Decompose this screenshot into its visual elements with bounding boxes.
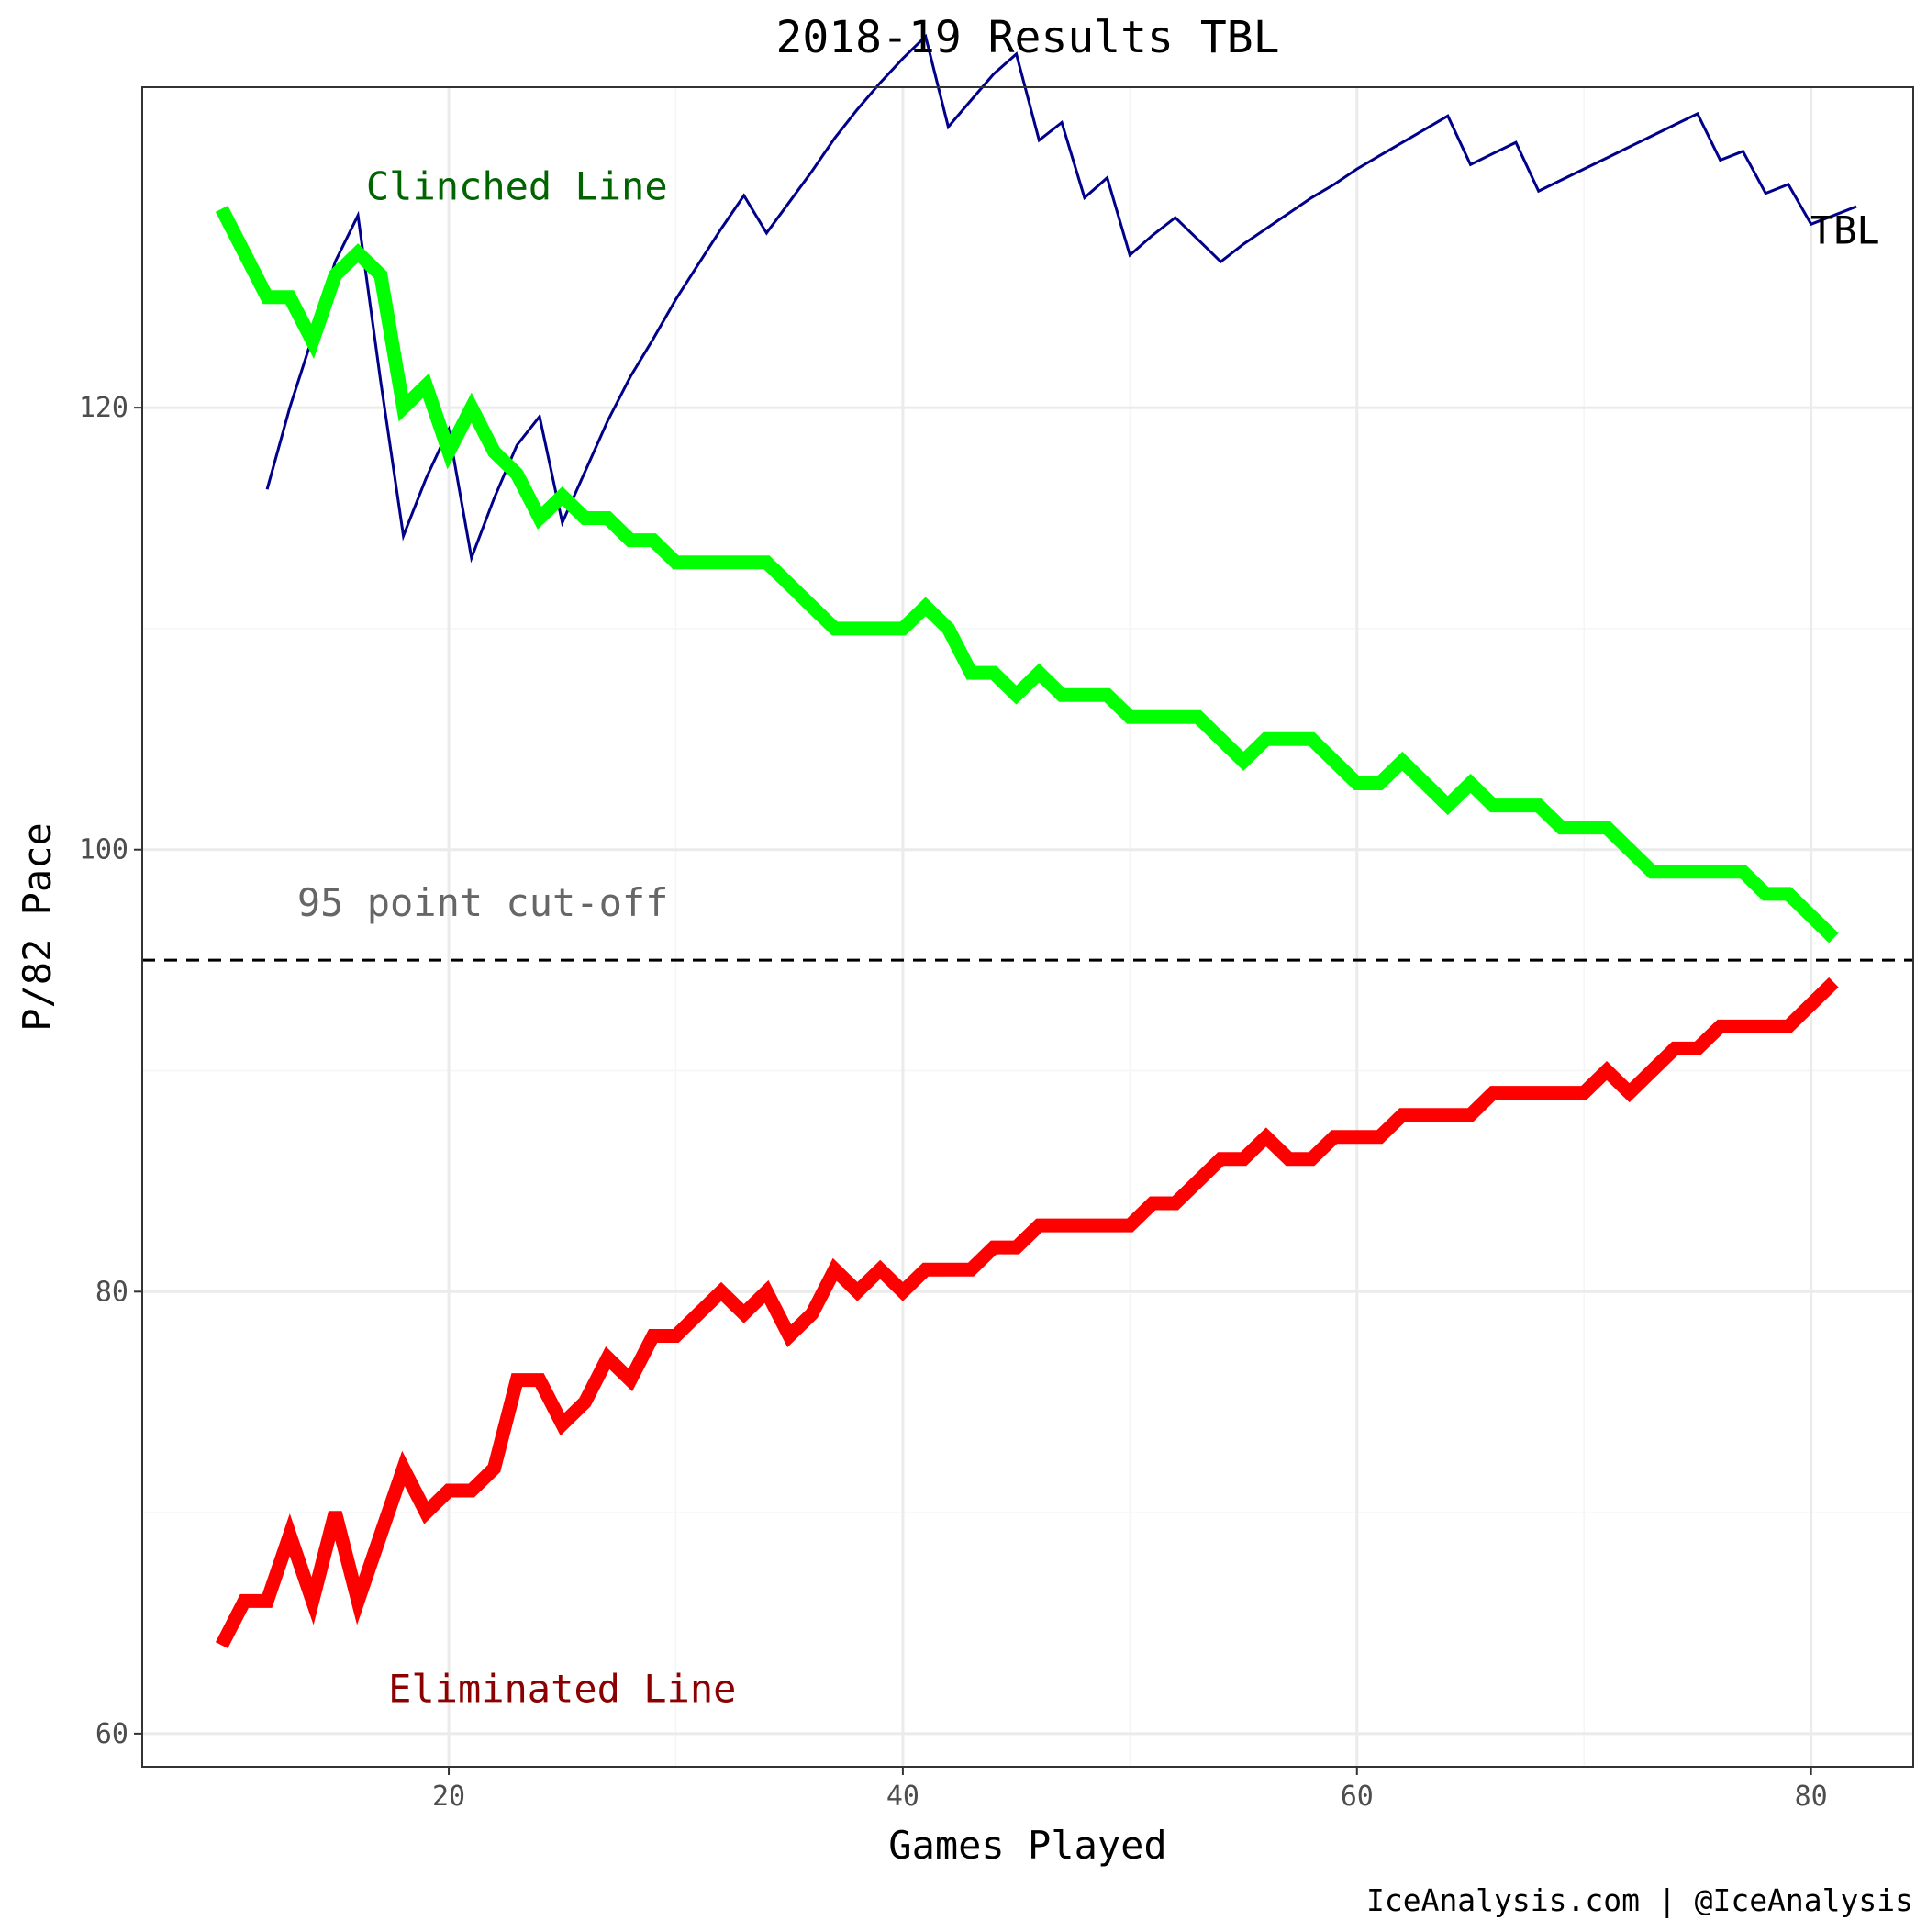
x-tick-label: 60	[1341, 1781, 1374, 1813]
y-tick-label: 100	[79, 834, 128, 866]
label-layer: TBL Clinched Line Eliminated Line	[366, 163, 1880, 1711]
axis-layer: 20 40 60 80 60 80 100 120	[79, 392, 1828, 1813]
series-label-clinched-line: Clinched Line	[366, 163, 668, 208]
series-line-eliminated-line	[215, 977, 1839, 1649]
y-axis-title: P/82 Pace	[15, 822, 60, 1032]
y-tick-label: 120	[79, 392, 128, 424]
y-tick-label: 60	[95, 1718, 128, 1750]
y-tick-label: 80	[95, 1276, 128, 1308]
cutoff-layer: 95 point cut-off	[142, 880, 1913, 962]
series-line-clinched-line	[215, 205, 1839, 944]
series-line-tbl	[265, 33, 1857, 564]
chart-title: 2018-19 Results TBL	[775, 12, 1279, 63]
panel-border	[141, 86, 1914, 1768]
x-axis-title: Games Played	[888, 1823, 1166, 1868]
x-tick-label: 20	[432, 1781, 465, 1813]
series-label-tbl: TBL	[1810, 208, 1880, 253]
series-layer	[215, 33, 1857, 1649]
grid-layer	[142, 87, 1913, 1767]
cutoff-label: 95 point cut-off	[297, 880, 669, 925]
x-tick-label: 80	[1795, 1781, 1828, 1813]
series-label-eliminated-line: Eliminated Line	[388, 1667, 736, 1712]
chart-caption: IceAnalysis.com | @IceAnalysis	[1366, 1882, 1913, 1918]
x-tick-label: 40	[886, 1781, 919, 1813]
